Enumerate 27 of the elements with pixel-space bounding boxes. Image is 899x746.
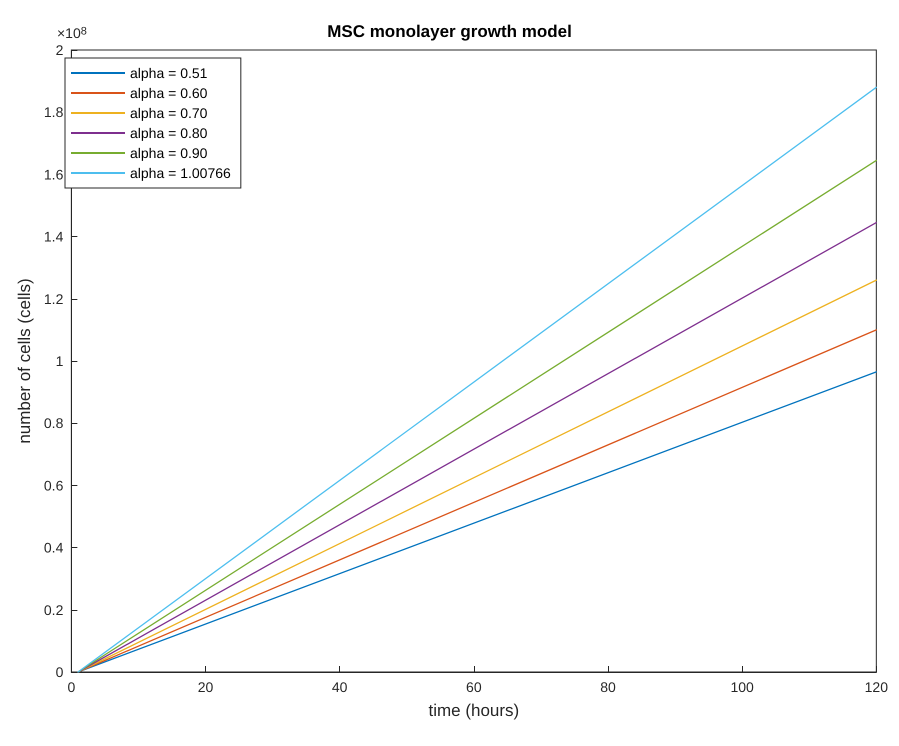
y-tick-label: 0.4: [44, 540, 64, 556]
legend-label: alpha = 0.70: [130, 105, 208, 121]
x-tick-label: 120: [864, 679, 888, 695]
legend-label: alpha = 0.51: [130, 65, 208, 81]
y-tick-label: 0: [56, 664, 64, 680]
legend-label: alpha = 0.80: [130, 125, 208, 141]
y-axis-title: number of cells (cells): [15, 278, 34, 444]
legend-label: alpha = 0.90: [130, 145, 208, 161]
y-tick-label: 0.6: [44, 477, 64, 494]
x-tick-label: 40: [332, 679, 348, 695]
y-tick-label: 0.8: [44, 415, 64, 432]
y-tick-label: 2: [56, 42, 64, 58]
y-tick-label: 1: [56, 353, 64, 369]
y-tick-label: 1.6: [44, 166, 64, 182]
y-tick-label: 0.2: [44, 602, 64, 618]
y-tick-label: 1.8: [44, 104, 64, 120]
x-axis-title: time (hours): [428, 701, 520, 720]
chart-title: MSC monolayer growth model: [327, 22, 572, 41]
x-tick-label: 60: [466, 679, 482, 695]
y-tick-label: 1.4: [44, 228, 64, 245]
legend-label: alpha = 1.00766: [130, 165, 232, 181]
x-tick-label: 100: [730, 679, 754, 695]
legend-label: alpha = 0.60: [130, 85, 208, 101]
x-tick-label: 20: [198, 679, 214, 695]
x-tick-label: 80: [600, 679, 616, 695]
y-tick-label: 1.2: [44, 290, 64, 307]
x-tick-label: 0: [67, 679, 76, 695]
